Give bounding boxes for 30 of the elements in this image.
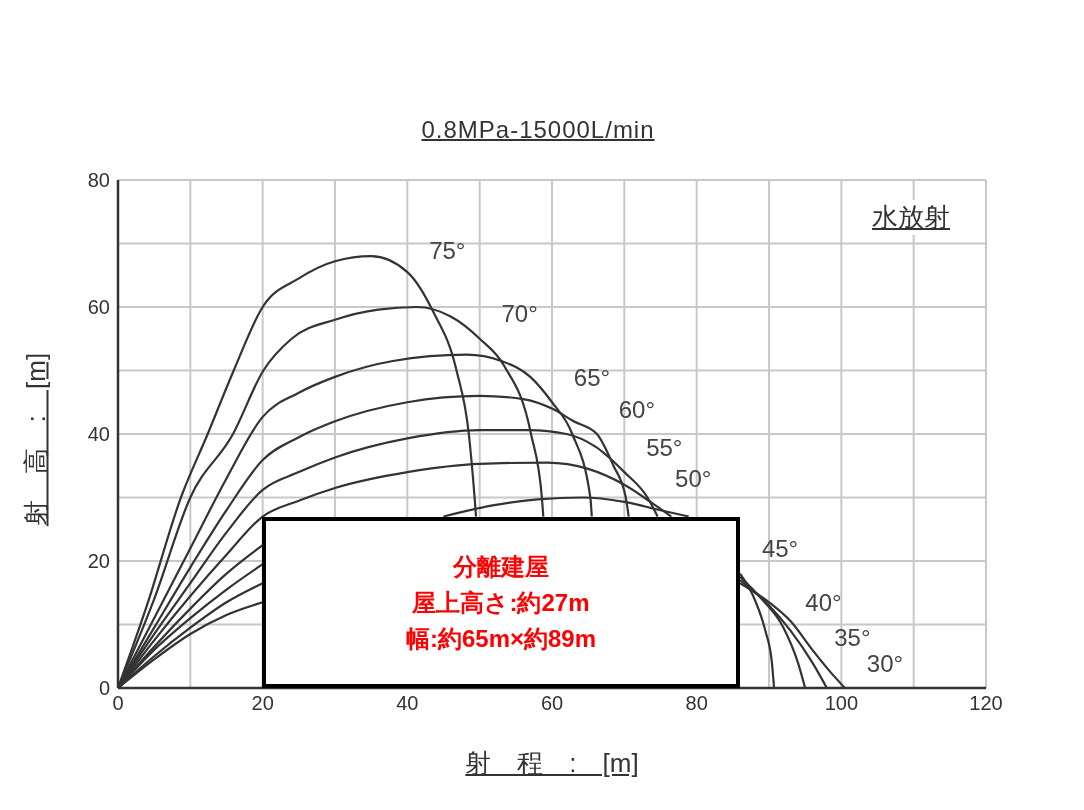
annotation: 50° bbox=[675, 465, 712, 493]
annotation: 45° bbox=[761, 535, 799, 563]
x-tick-label: 100 bbox=[824, 692, 859, 715]
y-tick-label: 80 bbox=[87, 169, 110, 192]
y-axis-title: 射 高 : [m] bbox=[19, 351, 52, 529]
annotation: 幅:約65m×約89m bbox=[405, 623, 597, 654]
y-tick-label: 0 bbox=[98, 677, 110, 700]
annotation: 水放射 bbox=[872, 200, 950, 235]
x-tick-label: 60 bbox=[540, 692, 564, 715]
x-axis-title: 射 程 : [m] bbox=[465, 748, 639, 778]
y-tick-label: 60 bbox=[87, 296, 110, 319]
annotation: 屋上高さ:約27m bbox=[412, 587, 590, 618]
building-box: 分離建屋 屋上高さ:約27m 幅:約65m×約89m bbox=[262, 517, 740, 688]
x-tick-label: 20 bbox=[251, 692, 274, 715]
y-tick-label: 40 bbox=[87, 423, 110, 446]
annotation: 75° bbox=[429, 236, 466, 264]
x-tick-label: 120 bbox=[969, 692, 1003, 715]
annotation: 35° bbox=[834, 624, 871, 652]
annotation: 65° bbox=[573, 363, 611, 391]
annotation: 40° bbox=[805, 589, 842, 617]
x-tick-label: 0 bbox=[112, 692, 124, 715]
annotation: 70° bbox=[501, 300, 538, 328]
annotation: 分離建屋 bbox=[453, 551, 549, 582]
annotation: 30° bbox=[866, 649, 904, 677]
chart-title: 0.8MPa-15000L/min bbox=[421, 116, 655, 143]
annotation: 60° bbox=[618, 395, 655, 423]
annotation: 55° bbox=[646, 433, 683, 461]
x-tick-label: 40 bbox=[396, 692, 419, 715]
x-tick-label: 80 bbox=[685, 692, 708, 715]
y-tick-label: 20 bbox=[87, 550, 110, 573]
